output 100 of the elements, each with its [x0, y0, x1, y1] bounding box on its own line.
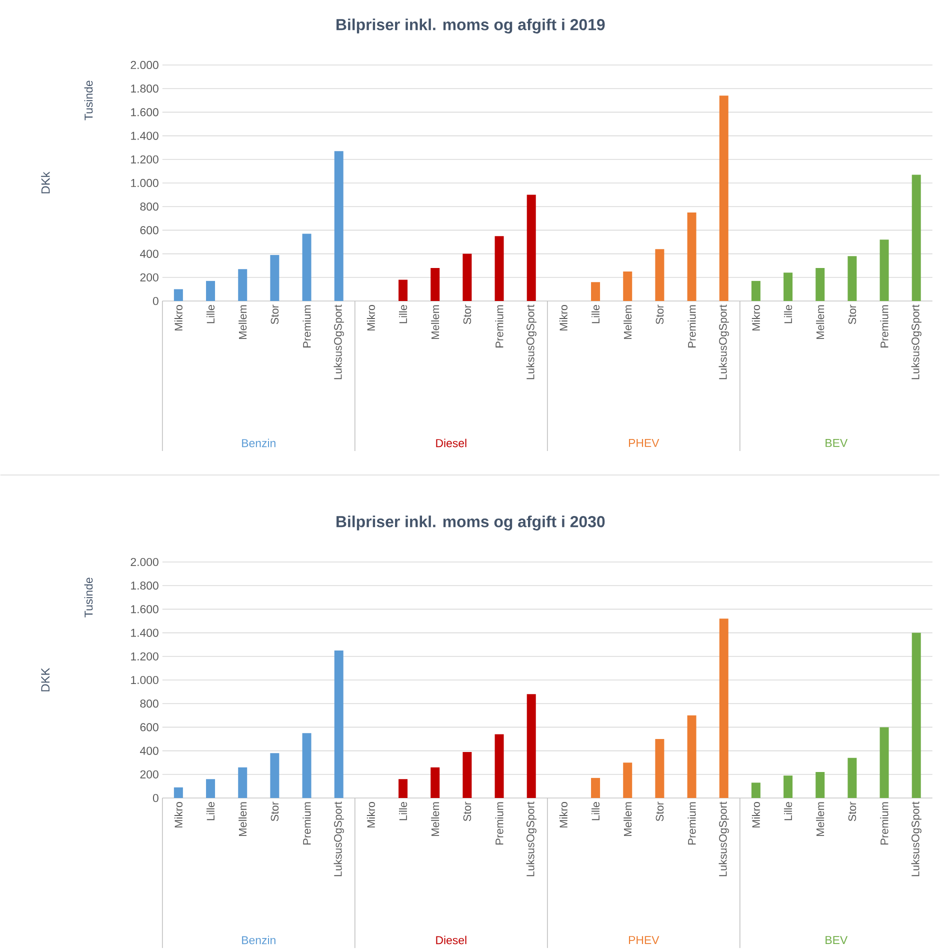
x-tick-label: Premium: [880, 305, 888, 348]
x-tick-label: LuksusOgSport: [911, 304, 922, 380]
y-tick-label: 1.600: [131, 108, 159, 116]
x-tick-label: Stor: [463, 802, 472, 822]
y-axis-title: DKK: [41, 668, 50, 692]
x-tick-label: Stor: [270, 304, 279, 324]
y-tick-label: 0: [153, 794, 159, 802]
bar: [494, 734, 504, 798]
y-tick-label: 2.000: [130, 558, 159, 566]
x-tick-label: Lille: [399, 802, 408, 820]
y-tick-label: 1.000: [131, 676, 159, 684]
y-tick-label: 1.200: [131, 155, 159, 164]
x-tick-label: Lille: [592, 305, 600, 324]
x-tick-label: Mellem: [816, 305, 824, 339]
bar: [430, 268, 440, 301]
bar: [912, 632, 921, 798]
y-tick-label: 1.200: [131, 652, 159, 660]
bar: [816, 268, 825, 301]
x-tick-label: Stor: [270, 802, 279, 822]
bar: [526, 194, 536, 301]
x-tick-label: Lille: [399, 305, 408, 324]
text: BEV: [826, 936, 848, 944]
x-tick-label: Premium: [495, 305, 504, 348]
bar: [270, 254, 280, 301]
x-tick-label: LuksusOgSport: [526, 304, 537, 380]
bar: [526, 694, 536, 798]
text: Diesel: [436, 936, 466, 944]
bar: [719, 96, 728, 301]
bar: [430, 767, 440, 798]
bar: [655, 739, 664, 798]
bar: [687, 212, 696, 301]
x-tick-label: Mellem: [816, 802, 824, 836]
x-tick-label: Lille: [206, 305, 215, 324]
bar: [398, 779, 408, 798]
y-tick-label: 1.600: [131, 605, 159, 614]
text: Benzin: [242, 936, 276, 944]
x-tick-label: Stor: [848, 802, 856, 822]
text: PHEV: [629, 936, 660, 944]
x-tick-label: Premium: [688, 305, 696, 348]
x-tick-label: Lille: [206, 802, 215, 820]
bar: [302, 733, 312, 798]
x-tick-label: Mellem: [238, 802, 247, 836]
x-tick-label: Premium: [688, 802, 696, 844]
bar: [591, 282, 600, 301]
x-tick-label: Mellem: [431, 802, 440, 836]
x-tick-label: Mellem: [624, 305, 632, 339]
bar: [494, 236, 504, 301]
bar: [816, 772, 825, 798]
bar: [270, 753, 280, 798]
x-tick-label: LuksusOgSport: [334, 802, 344, 876]
x-tick-label: Lille: [784, 802, 792, 820]
bar: [398, 280, 408, 301]
x-tick-label: LuksusOgSport: [718, 802, 730, 876]
y-tick-label: 600: [140, 226, 159, 234]
bar: [752, 280, 761, 301]
x-tick-label: Lille: [784, 305, 792, 324]
y-tick-label: 1.400: [131, 132, 159, 140]
y-tick-label: 2.000: [130, 60, 159, 70]
y-tick-label: 1.000: [131, 178, 159, 188]
bar: [912, 174, 921, 301]
bar: [752, 782, 761, 798]
y-tick-label: 800: [140, 202, 159, 211]
x-tick-label: Mikro: [560, 802, 568, 828]
text: Tusinde: [84, 578, 93, 618]
chart-title: Bilpriser inkl. moms og afgift i 2019: [336, 18, 605, 34]
bar: [880, 240, 889, 301]
bar: [238, 767, 248, 798]
x-tick-label: Stor: [656, 304, 664, 324]
x-tick-label: Stor: [463, 304, 472, 324]
y-tick-label: 600: [140, 723, 159, 732]
x-tick-label: Mikro: [752, 802, 760, 828]
bar: [623, 762, 632, 798]
x-tick-label: LuksusOgSport: [911, 802, 922, 876]
x-tick-label: Stor: [656, 802, 664, 822]
bar: [623, 271, 632, 301]
bar: [591, 778, 600, 798]
bar: [848, 256, 857, 301]
y-tick-label: 200: [140, 273, 159, 282]
x-tick-label: Mikro: [174, 304, 183, 330]
bar: [174, 787, 184, 798]
y-tick-label: 800: [140, 700, 159, 708]
x-tick-label: Mikro: [174, 802, 183, 828]
x-tick-label: Mellem: [624, 802, 632, 836]
y-tick-label: 0: [153, 296, 159, 306]
bar: [334, 650, 344, 798]
bar: [206, 280, 216, 301]
chart-title: Bilpriser inkl. moms og afgift i 2030: [336, 516, 605, 530]
x-tick-label: Lille: [592, 802, 600, 820]
x-tick-label: Premium: [302, 802, 311, 844]
bar: [784, 776, 793, 798]
x-tick-label: Premium: [880, 802, 888, 844]
y-tick-label: 1.800: [131, 582, 159, 590]
bar: [462, 752, 472, 798]
y-tick-label: 200: [140, 770, 159, 778]
x-tick-label: Mellem: [238, 305, 247, 339]
x-tick-label: Stor: [848, 304, 856, 324]
y-tick-label: 1.800: [131, 84, 159, 93]
bar: [462, 254, 472, 301]
bar: [880, 727, 889, 798]
x-tick-label: LuksusOgSport: [718, 304, 730, 380]
